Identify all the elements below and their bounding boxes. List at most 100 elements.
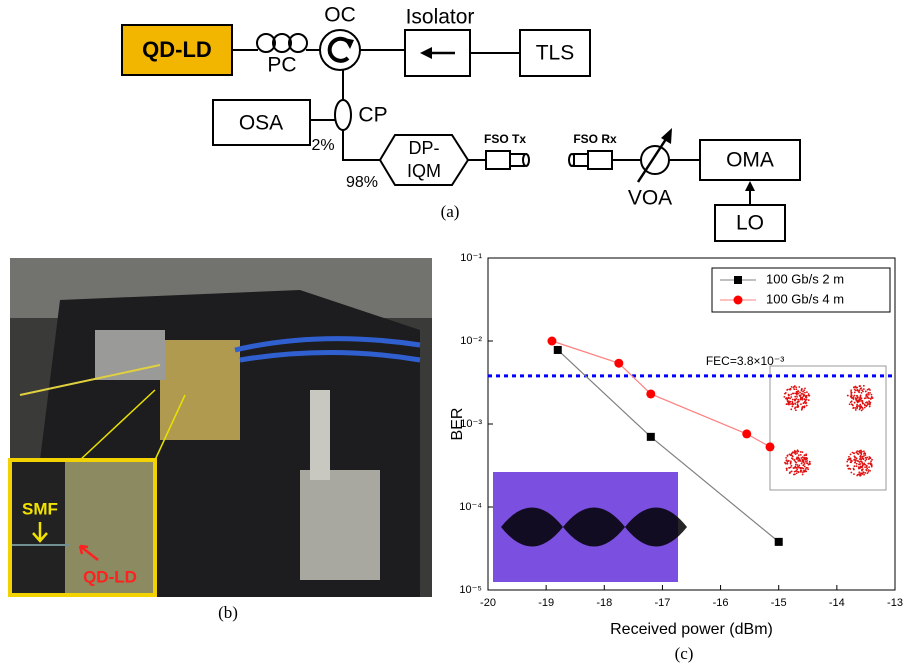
constellation-dot <box>868 458 870 460</box>
constellation-dot <box>794 402 796 404</box>
constellation-dot <box>856 450 858 452</box>
constellation-dot <box>860 394 862 396</box>
constellation-dot <box>794 396 796 398</box>
constellation-dot <box>851 397 853 399</box>
constellation-dot <box>796 457 798 459</box>
constellation-dot <box>806 391 808 393</box>
constellation-dot <box>790 394 792 396</box>
constellation-dot <box>800 471 802 473</box>
data-point <box>775 538 783 546</box>
constellation-dot <box>793 386 795 388</box>
constellation-dot <box>804 399 806 401</box>
constellation-dot <box>785 457 787 459</box>
constellation-dot <box>863 388 865 390</box>
constellation-dot <box>853 459 855 461</box>
constellation-dot <box>796 396 798 398</box>
constellation-dot <box>789 389 791 391</box>
constellation-dot <box>796 452 798 454</box>
constellation-dot <box>861 472 863 474</box>
constellation-dot <box>803 389 805 391</box>
constellation-dot <box>786 459 788 461</box>
y-tick-label: 10⁻² <box>460 335 482 347</box>
constellation-dot <box>788 397 790 399</box>
caption: (a) <box>441 202 460 221</box>
rx-label: FSO Rx <box>573 132 617 146</box>
constellation-dot <box>847 395 849 397</box>
constellation-dot <box>800 460 802 462</box>
constellation-dot <box>785 398 787 400</box>
constellation-dot <box>794 406 796 408</box>
constellation-dot <box>860 455 862 457</box>
constellation-dot <box>804 394 806 396</box>
constellation-dot <box>851 400 853 402</box>
ber-chart: -20-19-18-17-16-15-14-1310⁻⁵10⁻⁴10⁻³10⁻²… <box>449 252 903 663</box>
page: QD-LD PC OC Isolator TLS CP OSA 2% 98% D… <box>0 0 904 670</box>
constellation-dot <box>866 457 868 459</box>
constellation-dot <box>868 469 870 471</box>
oc-label: OC <box>324 4 356 27</box>
constellation-dot <box>853 452 855 454</box>
constellation-dot <box>858 468 860 470</box>
constellation-dot <box>866 468 868 470</box>
constellation-dot <box>797 399 799 401</box>
constellation-dot <box>867 471 869 473</box>
caption: (b) <box>218 603 238 622</box>
constellation-dot <box>809 463 811 465</box>
cp-label: CP <box>358 104 387 127</box>
constellation-dot <box>853 387 855 389</box>
data-point <box>547 337 556 346</box>
constellation-dot <box>869 389 871 391</box>
constellation-dot <box>860 453 862 455</box>
x-tick-label: -20 <box>480 597 496 609</box>
constellation-dot <box>798 467 800 469</box>
constellation-dot <box>787 400 789 402</box>
constellation-dot <box>786 461 788 463</box>
constellation-dot <box>855 457 857 459</box>
constellation-dot <box>862 464 864 466</box>
constellation-dot <box>856 465 858 467</box>
x-tick-label: -19 <box>538 597 554 609</box>
constellation-dot <box>789 454 791 456</box>
constellation-dot <box>789 401 791 403</box>
mount <box>95 330 165 380</box>
tls-label: TLS <box>536 42 575 65</box>
constellation-dot <box>802 470 804 472</box>
constellation-dot <box>800 403 802 405</box>
attenuator-arrow <box>638 136 668 182</box>
constellation-dot <box>853 395 855 397</box>
threshold-label: FEC=3.8×10⁻³ <box>706 354 784 368</box>
constellation-dot <box>801 459 803 461</box>
constellation-dot <box>860 460 862 462</box>
circulator <box>320 30 360 70</box>
constellation-dot <box>863 455 865 457</box>
constellation-dot <box>789 472 791 474</box>
constellation-dot <box>804 401 806 403</box>
constellation-dot <box>861 389 863 391</box>
constellation-dot <box>795 393 797 395</box>
constellation-dot <box>849 403 851 405</box>
data-point <box>742 429 751 438</box>
constellation-dot <box>852 452 854 454</box>
constellation-dot <box>790 396 792 398</box>
constellation-dot <box>850 461 852 463</box>
constellation-dot <box>859 463 861 465</box>
modulator-label: IQM <box>407 161 441 181</box>
constellation-dot <box>793 467 795 469</box>
x-tick-label: -16 <box>713 597 729 609</box>
constellation-dot <box>796 391 798 393</box>
y-tick-label: 10⁻⁴ <box>459 501 482 513</box>
inset-label: QD-LD <box>83 567 137 586</box>
constellation-dot <box>850 457 852 459</box>
constellation-dot <box>863 474 865 476</box>
y-axis-label: BER <box>449 408 466 441</box>
constellation-dot <box>797 393 799 395</box>
constellation-dot <box>857 390 859 392</box>
constellation-dot <box>797 401 799 403</box>
constellation-dot <box>864 407 866 409</box>
constellation-dot <box>864 464 866 466</box>
legend-label: 100 Gb/s 4 m <box>766 291 844 306</box>
constellation-dot <box>848 468 850 470</box>
data-point <box>647 433 655 441</box>
constellation-dot <box>802 391 804 393</box>
eye-pattern <box>501 508 687 547</box>
